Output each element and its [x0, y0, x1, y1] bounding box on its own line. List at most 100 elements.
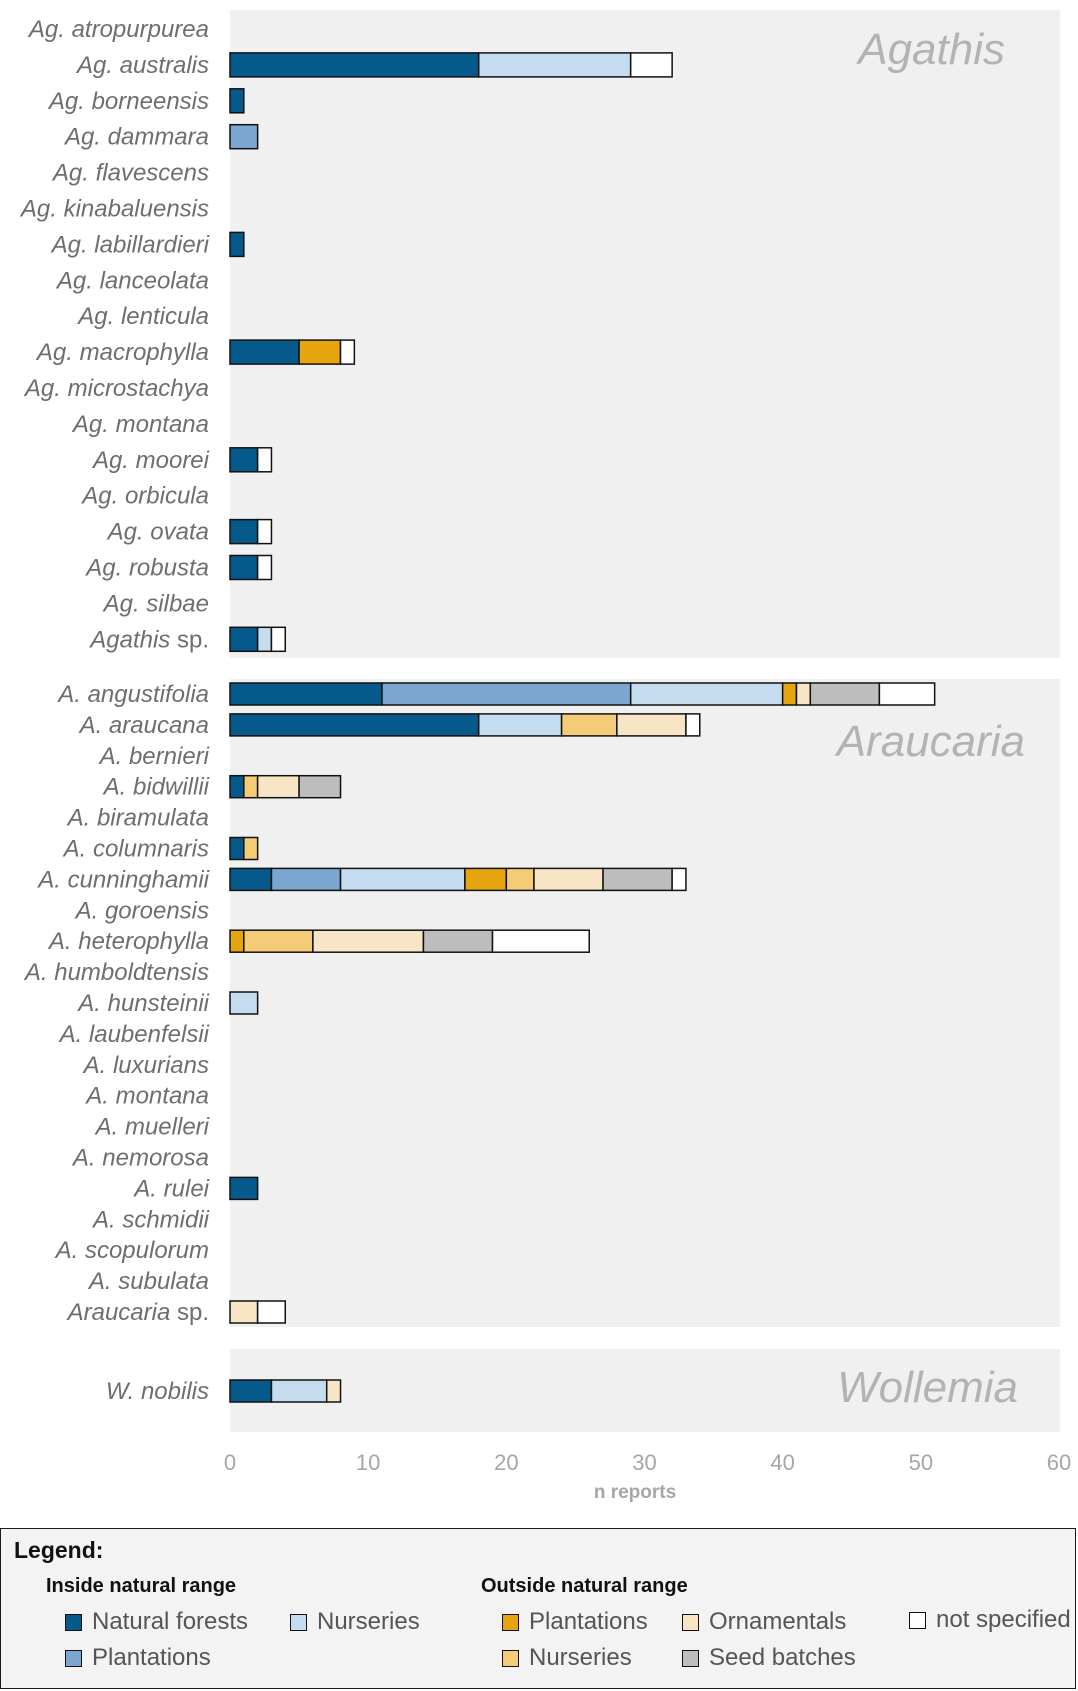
- species-label: Ag. dammara: [63, 124, 209, 151]
- panel-wollemia: [230, 1349, 1060, 1432]
- legend-label: Seed batches: [709, 1644, 856, 1671]
- species-label: Ag. moorei: [91, 447, 210, 474]
- bar-segment-in-plantations: [381, 682, 632, 706]
- stacked-bar-chart: Ag. atropurpurea Ag. australis Ag. borneen…: [19, 10, 1071, 1503]
- legend-box: Legend: Inside natural range Outside nat…: [0, 1528, 1076, 1689]
- legend-swatch: [909, 1611, 926, 1629]
- bar-segment-in-natural-forests: [229, 447, 259, 473]
- species-label: A. bidwillii: [102, 774, 210, 801]
- species-label: A. schmidii: [91, 1206, 210, 1233]
- species-label: Ag. robusta: [84, 555, 209, 582]
- legend-inside-title: Inside natural range: [46, 1575, 237, 1597]
- species-label: A. biramulata: [66, 805, 209, 832]
- species-label: Ag. silbae: [102, 590, 209, 617]
- bar-segment-not-specified: [339, 339, 356, 365]
- bar-segment-out-ornamentals: [256, 774, 300, 799]
- species-label: A. hunsteinii: [76, 990, 209, 1017]
- species-label: Ag. labillardieri: [50, 231, 210, 258]
- bars-layer: [229, 52, 936, 1403]
- bar-segment-not-specified: [671, 867, 687, 892]
- bar-segment-out-plantations: [781, 682, 798, 706]
- bar-segment-in-natural-forests: [229, 774, 245, 799]
- bar-segment-out-ornamentals: [616, 713, 687, 737]
- bar-segment-out-seed-batches: [809, 682, 881, 706]
- x-tick-label: 20: [494, 1450, 518, 1475]
- species-label: A. goroensis: [74, 897, 209, 924]
- species-label: A. laubenfelsii: [58, 1021, 210, 1048]
- species-label: Ag. australis: [75, 52, 209, 79]
- legend-outside-title: Outside natural range: [481, 1575, 688, 1597]
- bar-segment-out-ornamentals: [533, 867, 604, 892]
- bar-segment-out-ornamentals: [312, 929, 425, 953]
- legend-item-in-plantations: Plantations: [65, 1644, 211, 1672]
- genus-labels-layer: Agathis Araucaria Wollemia: [834, 25, 1025, 1412]
- legend-item-in-natural-forests: Natural forests: [65, 1608, 248, 1636]
- species-label: A. muelleri: [94, 1114, 210, 1141]
- bar-segment-out-plantations: [298, 339, 342, 365]
- bar-segment-out-nurseries: [560, 713, 618, 737]
- species-label: Araucaria sp.: [66, 1299, 209, 1326]
- bar-segment-in-nurseries: [256, 626, 273, 653]
- bar-segment-out-ornamentals: [795, 682, 812, 706]
- legend-item-out-plantations: Plantations: [502, 1608, 648, 1636]
- legend-swatch: [502, 1613, 519, 1631]
- bar-segment-in-nurseries: [270, 1379, 328, 1403]
- species-label: A. cunninghamii: [36, 866, 209, 893]
- bar-segment-not-specified: [270, 626, 287, 653]
- species-label: A. angustifolia: [56, 681, 209, 708]
- species-label: A. heterophylla: [47, 928, 209, 955]
- bar-segment-in-natural-forests: [229, 867, 273, 892]
- legend-label: Ornamentals: [709, 1608, 847, 1635]
- x-tick-label: 60: [1047, 1450, 1071, 1475]
- species-label: Ag. lanceolata: [55, 267, 209, 294]
- species-label: W. nobilis: [106, 1378, 209, 1405]
- bar-segment-in-plantations: [270, 867, 342, 892]
- bar-segment-out-ornamentals: [325, 1379, 342, 1403]
- legend-title: Legend:: [14, 1537, 104, 1563]
- species-label: Ag. orbicula: [80, 483, 209, 510]
- species-label: Ag. macrophylla: [35, 339, 209, 366]
- bar-segment-in-nurseries: [477, 52, 632, 78]
- bar-segment-not-specified: [256, 518, 273, 545]
- species-label: Ag. kinabaluensis: [19, 196, 209, 223]
- bar-segment-in-nurseries: [477, 713, 563, 737]
- legend-item-out-seed-batches: Seed batches: [682, 1644, 856, 1672]
- bar-segment-out-nurseries: [243, 836, 259, 861]
- legend-swatch: [65, 1613, 82, 1631]
- bar-segment-in-natural-forests: [229, 713, 480, 737]
- x-tick-label: 50: [909, 1450, 933, 1475]
- species-label: Ag. borneensis: [47, 88, 209, 115]
- bar-segment-out-ornamentals: [229, 1300, 259, 1324]
- legend-swatch: [65, 1649, 82, 1667]
- x-axis-label: n reports: [594, 1482, 676, 1503]
- bar-segment-in-natural-forests: [229, 339, 300, 365]
- legend-label: Nurseries: [317, 1608, 420, 1635]
- species-label: Ag. atropurpurea: [27, 16, 209, 43]
- bar-segment-not-specified: [256, 447, 273, 473]
- bar-segment-in-natural-forests: [229, 626, 259, 653]
- bar-segment-not-specified: [629, 52, 673, 78]
- species-label: A. nemorosa: [71, 1145, 209, 1172]
- legend-swatch: [502, 1649, 519, 1667]
- x-tick-label: 30: [632, 1450, 656, 1475]
- bar-segment-out-nurseries: [243, 774, 259, 799]
- bar-segment-not-specified: [685, 713, 701, 737]
- genus-label-araucaria: Araucaria: [834, 717, 1025, 766]
- bar-segment-in-natural-forests: [229, 836, 245, 861]
- species-label: Ag. microstachya: [23, 375, 209, 402]
- legend-swatch: [682, 1649, 699, 1667]
- bar-segment-in-natural-forests: [229, 88, 245, 114]
- bar-segment-in-nurseries: [339, 867, 466, 892]
- bar-segment-out-nurseries: [243, 929, 314, 953]
- genus-label-wollemia: Wollemia: [837, 1363, 1018, 1412]
- bar-segment-in-natural-forests: [229, 231, 245, 258]
- bar-segment-out-seed-batches: [298, 774, 342, 799]
- x-axis: 0 10 20 30 40 50 60: [224, 1450, 1071, 1475]
- bar-segment-not-specified: [256, 1300, 287, 1324]
- x-tick-label: 10: [356, 1450, 380, 1475]
- legend-label: Natural forests: [92, 1608, 249, 1635]
- bar-segment-not-specified: [256, 554, 273, 581]
- species-label: A. humboldtensis: [23, 959, 209, 986]
- bar-segment-in-natural-forests: [229, 1379, 273, 1403]
- species-label: A. rulei: [132, 1175, 209, 1202]
